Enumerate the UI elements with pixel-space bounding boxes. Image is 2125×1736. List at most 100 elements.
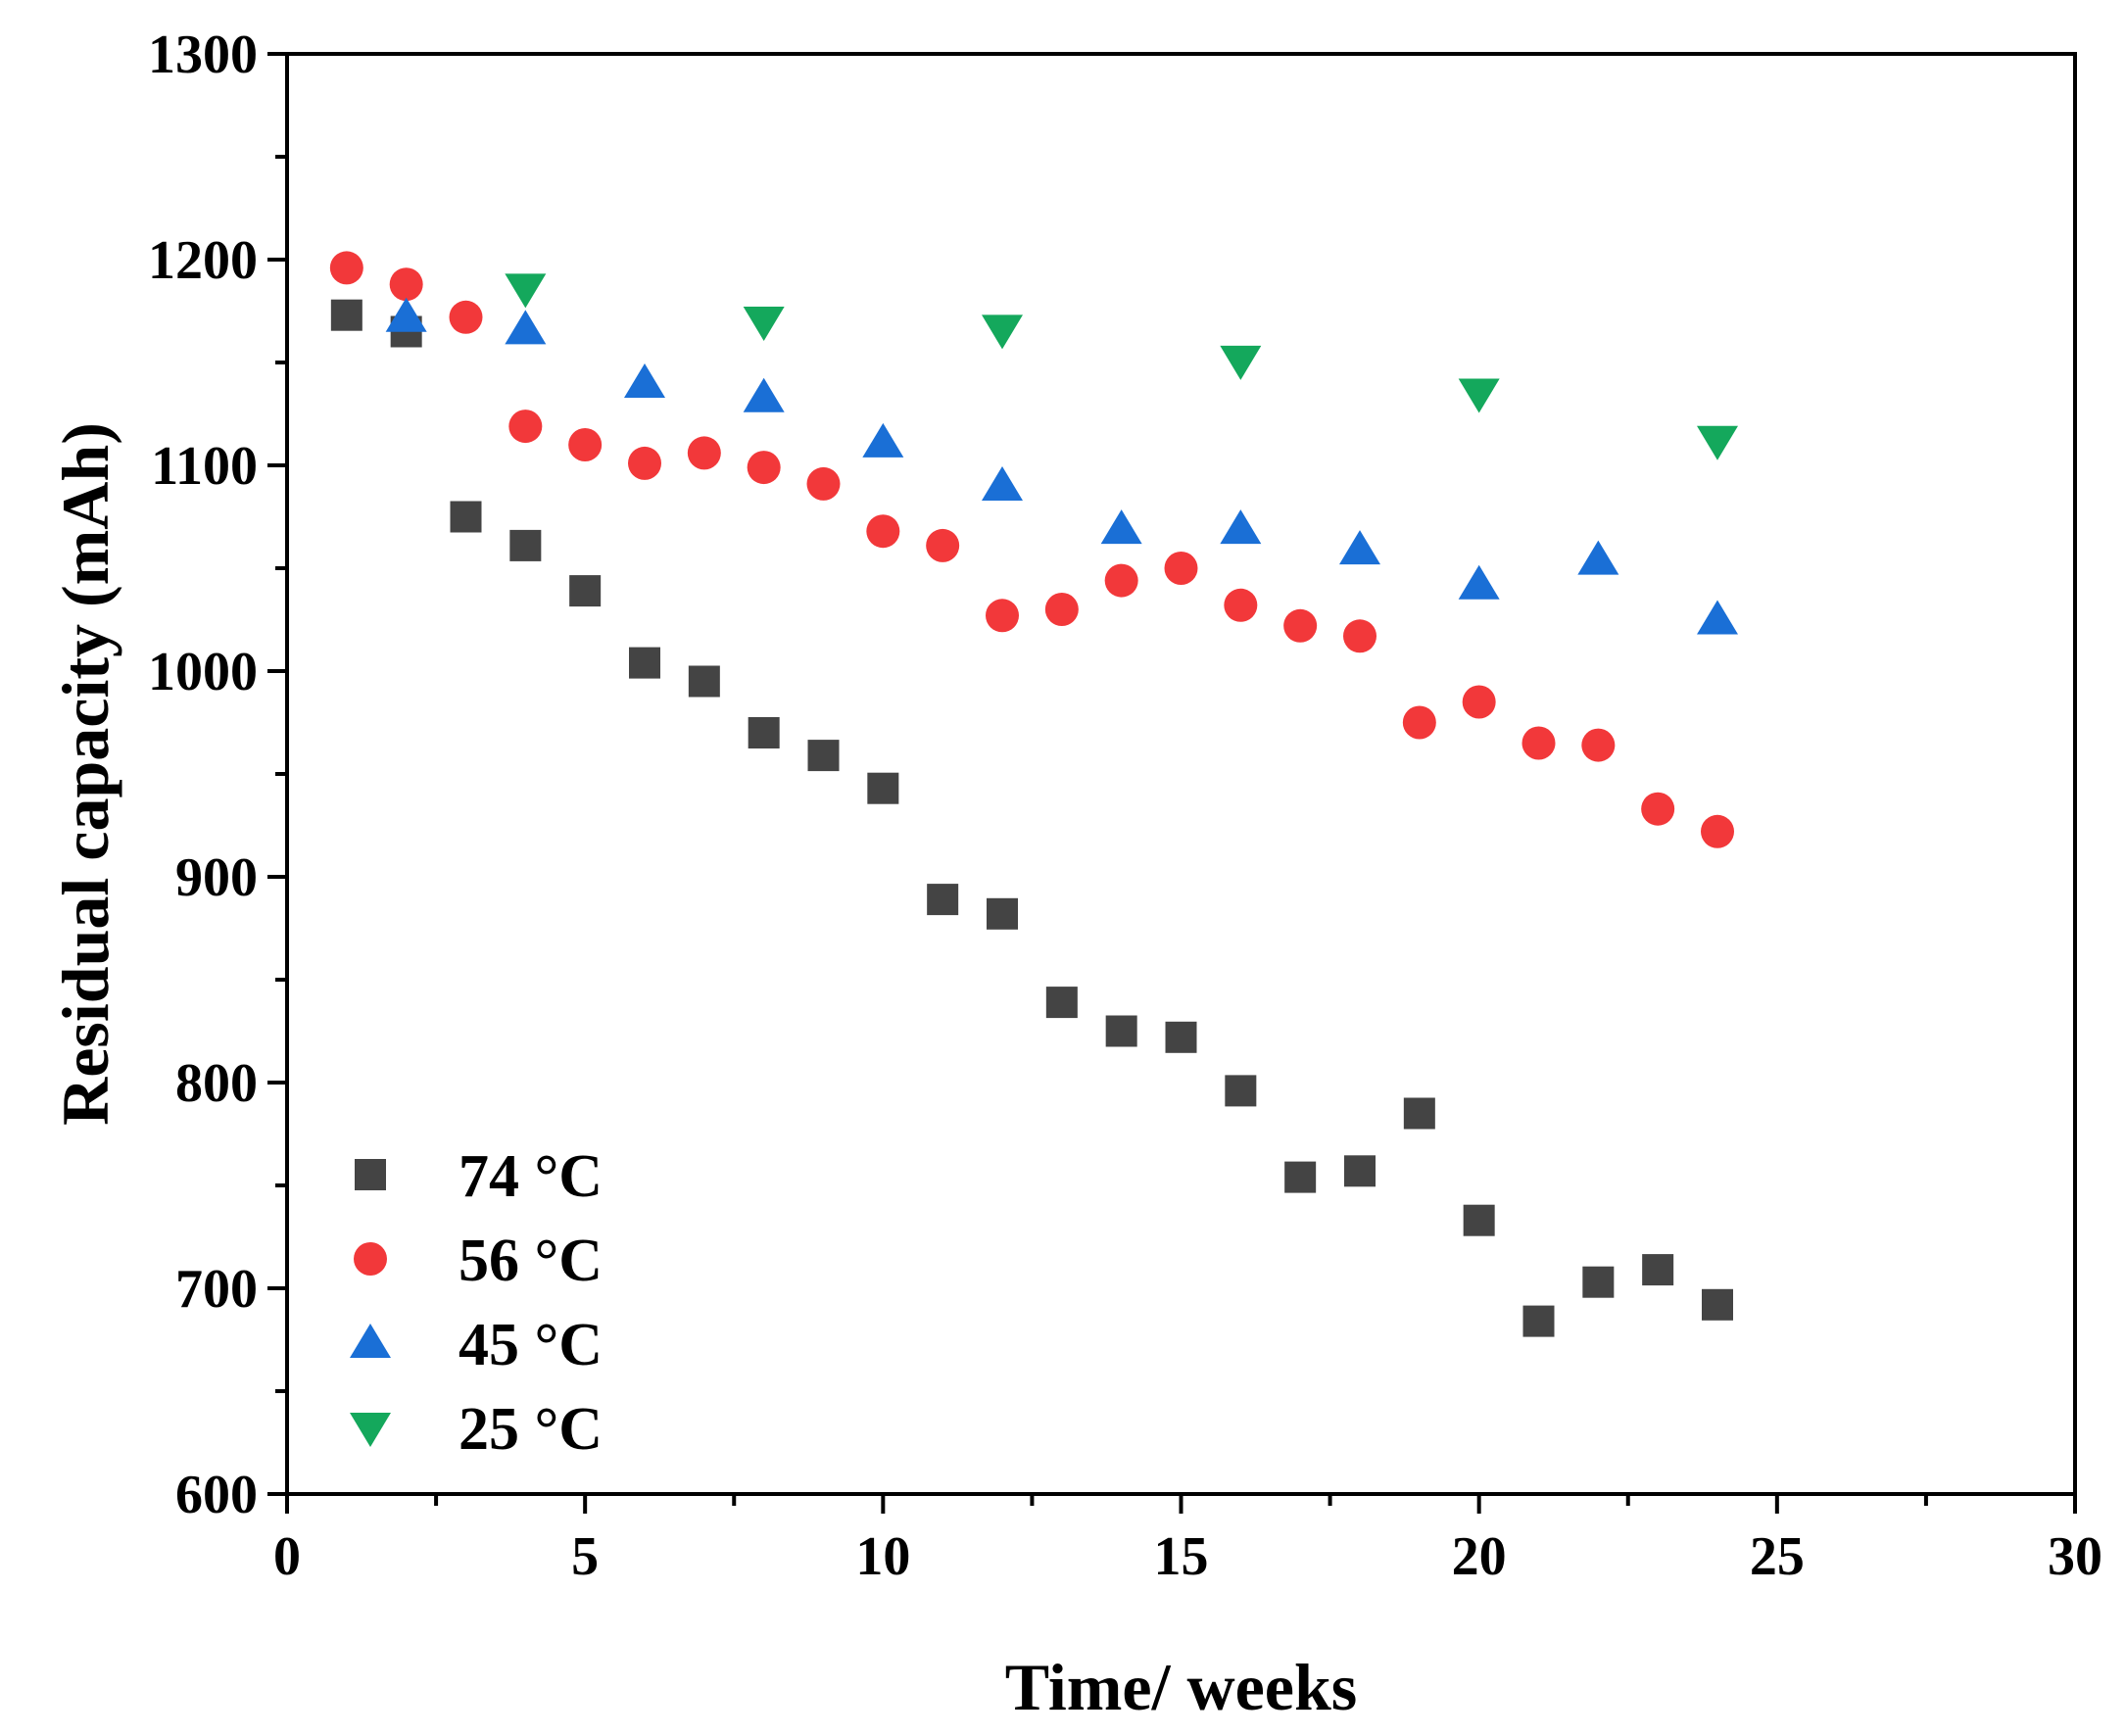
data-point (987, 897, 1018, 930)
data-point (1220, 345, 1262, 380)
data-point (1104, 563, 1138, 598)
y-tick-label: 1300 (148, 24, 258, 85)
data-point (807, 740, 840, 772)
data-point (509, 529, 542, 561)
data-point (687, 436, 721, 470)
data-point (1225, 1075, 1257, 1107)
data-point (1697, 600, 1738, 635)
data-point (862, 422, 904, 458)
y-tick-label: 900 (175, 847, 258, 908)
data-point (927, 884, 959, 916)
data-point (1581, 728, 1616, 762)
data-point (1165, 1021, 1197, 1053)
data-point (1641, 792, 1675, 826)
x-tick-label: 5 (571, 1526, 599, 1587)
data-point (628, 446, 661, 480)
legend-label: 45 °C (459, 1312, 603, 1378)
y-tick-label: 1000 (148, 642, 258, 702)
data-point (329, 251, 363, 285)
data-point (1462, 685, 1496, 719)
y-tick-label: 600 (175, 1465, 258, 1525)
data-point (1344, 1155, 1376, 1187)
data-point (568, 428, 603, 461)
data-point (624, 363, 665, 398)
data-point (505, 310, 547, 345)
series-square (330, 299, 1733, 1337)
data-point (1458, 564, 1500, 600)
x-tick-label: 0 (273, 1526, 301, 1587)
axis-ticks: 0 5 10 15 20 25 30 600 700 800 900 1000 1100 1200 1300 (148, 24, 2102, 1587)
data-point (986, 599, 1019, 633)
data-point (1224, 588, 1258, 622)
data-point (1403, 1097, 1435, 1130)
x-tick-label: 25 (1750, 1526, 1805, 1587)
data-point (982, 314, 1023, 350)
data-point (569, 575, 602, 607)
data-point (1164, 552, 1198, 585)
legend-marker (355, 1159, 386, 1190)
data-point (1220, 509, 1262, 545)
y-tick-label: 700 (175, 1259, 258, 1320)
data-point (330, 299, 362, 331)
data-point (866, 514, 900, 549)
data-point (1045, 987, 1078, 1019)
data-point (1702, 1288, 1733, 1321)
data-points (329, 251, 1738, 1337)
data-point (1343, 619, 1376, 653)
data-point (1105, 1015, 1137, 1047)
data-point (1697, 425, 1738, 460)
x-tick-label: 15 (1154, 1526, 1209, 1587)
data-point (1100, 509, 1142, 545)
data-point (867, 772, 899, 804)
legend: 74 °C 56 °C 45 °C 25 °C (350, 1143, 603, 1463)
data-point (505, 273, 547, 309)
data-point (1522, 1305, 1555, 1337)
legend-label: 56 °C (459, 1228, 603, 1294)
data-point (1402, 705, 1436, 740)
data-point (449, 300, 483, 334)
data-point (688, 665, 720, 698)
data-point (1701, 814, 1734, 848)
data-point (450, 501, 482, 533)
data-point (1521, 726, 1556, 760)
data-point (1339, 530, 1380, 565)
data-point (1577, 540, 1619, 575)
data-point (1582, 1266, 1615, 1298)
data-point (982, 466, 1023, 501)
y-axis-title: Residual capacity (mAh) (48, 422, 122, 1126)
legend-label: 74 °C (459, 1143, 603, 1210)
data-point (1044, 593, 1079, 626)
legend-marker (350, 1324, 391, 1358)
data-point (743, 307, 785, 341)
data-point (1284, 1161, 1317, 1193)
data-point (385, 297, 427, 332)
series-triangle-down (505, 273, 1738, 460)
data-point (1463, 1204, 1495, 1236)
y-tick-label: 1200 (148, 230, 258, 291)
y-tick-label: 800 (175, 1053, 258, 1114)
x-tick-label: 20 (1452, 1526, 1507, 1587)
y-tick-label: 1100 (151, 436, 258, 497)
legend-marker (350, 1413, 391, 1447)
data-point (743, 377, 785, 412)
data-point (629, 647, 660, 679)
data-point (1642, 1254, 1674, 1286)
data-point (926, 528, 960, 562)
x-axis-title: Time/ weeks (1005, 1650, 1358, 1724)
x-tick-label: 30 (2048, 1526, 2102, 1587)
legend-label: 25 °C (459, 1396, 603, 1463)
data-point (1283, 608, 1318, 643)
data-point (508, 410, 543, 444)
data-point (389, 267, 423, 302)
plot-frame (285, 52, 2077, 1496)
legend-marker (354, 1242, 387, 1276)
data-point (748, 717, 780, 748)
data-point (806, 466, 841, 501)
series-circle (329, 251, 1734, 848)
data-point (747, 451, 781, 485)
series-triangle-up (385, 297, 1738, 635)
x-tick-label: 10 (855, 1526, 910, 1587)
